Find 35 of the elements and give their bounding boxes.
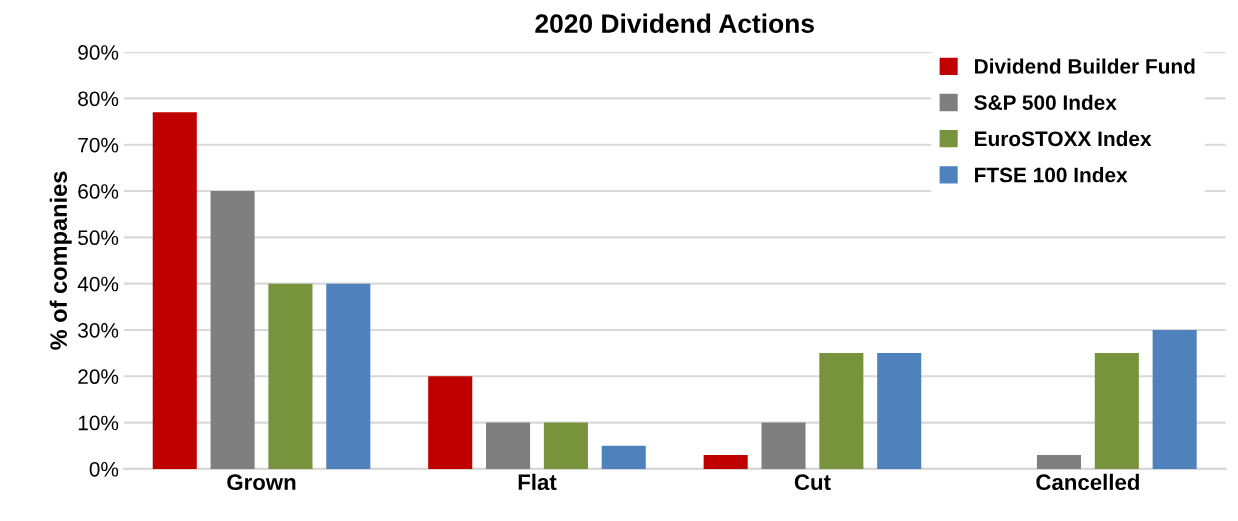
- x-tick-label: Cut: [794, 474, 831, 491]
- bar: [1094, 353, 1139, 469]
- y-tick-label: 10%: [78, 415, 119, 431]
- legend-label: FTSE 100 Index: [975, 167, 1128, 183]
- y-tick-label: 20%: [78, 369, 119, 385]
- bar: [703, 455, 748, 469]
- bar: [152, 112, 197, 469]
- y-tick-label: 0%: [89, 461, 119, 477]
- bar: [1036, 455, 1082, 469]
- bar: [877, 353, 922, 469]
- x-tick-label: Grown: [227, 474, 296, 491]
- y-tick-label: 40%: [77, 276, 119, 292]
- bar: [543, 422, 588, 469]
- bar: [268, 283, 313, 469]
- bar: [428, 376, 473, 469]
- legend-label: EuroSTOXX Index: [975, 130, 1152, 147]
- legend-label: S&P 500 Index: [974, 94, 1117, 110]
- bar: [486, 422, 531, 469]
- bar: [601, 445, 646, 469]
- y-tick-label: 60%: [78, 184, 119, 199]
- x-tick-label: Flat: [518, 473, 557, 491]
- y-tick-label: 50%: [78, 230, 119, 246]
- y-tick-label: 90%: [78, 45, 119, 60]
- legend-label: Dividend Builder Fund: [975, 58, 1195, 74]
- bar: [1152, 329, 1197, 469]
- bar: [210, 191, 255, 469]
- y-axis-title: % of companies: [49, 171, 72, 350]
- bar: [761, 422, 806, 469]
- x-tick-label: Cancelled: [1036, 473, 1139, 491]
- chart-title: 2020 Dividend Actions: [535, 13, 814, 33]
- bar: [326, 283, 371, 469]
- y-tick-label: 80%: [78, 91, 119, 107]
- bar: [819, 353, 864, 469]
- y-tick-label: 70%: [78, 137, 119, 153]
- y-tick-label: 30%: [78, 322, 119, 338]
